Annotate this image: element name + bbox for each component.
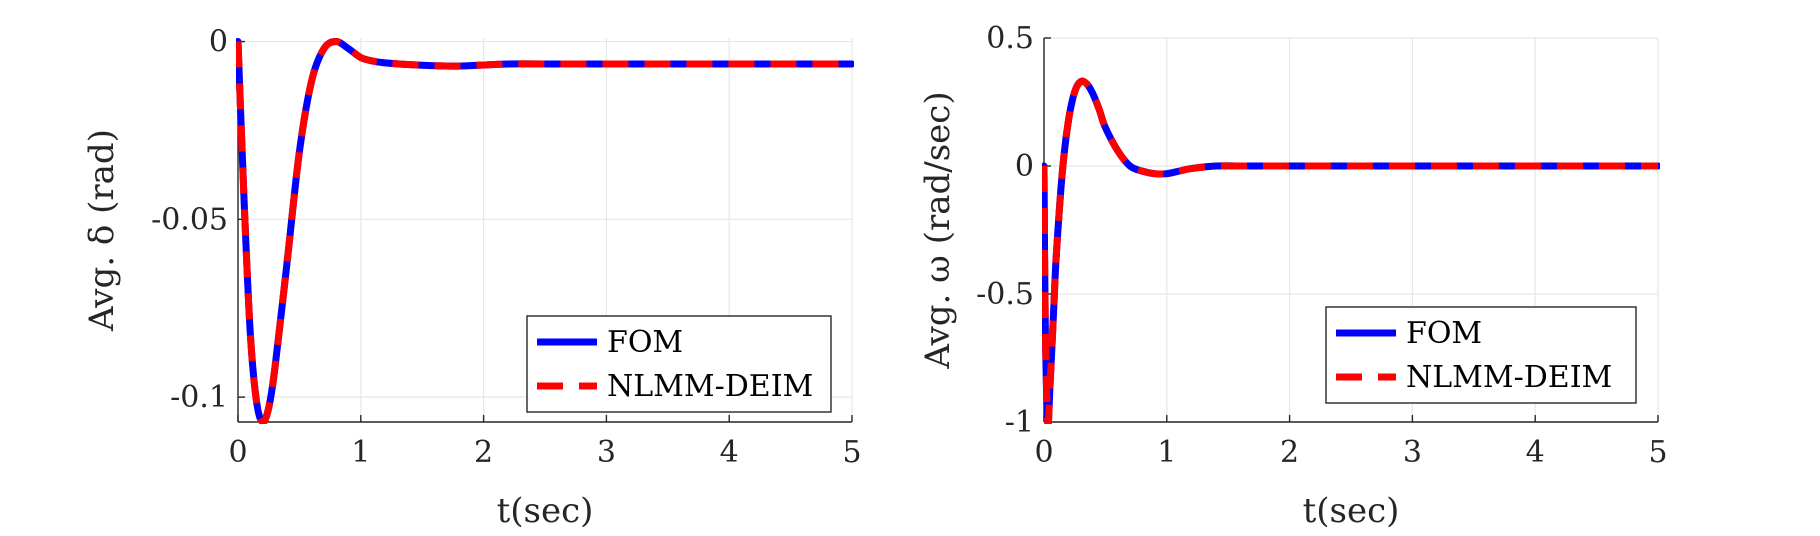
y-tick-label: 0	[1015, 149, 1034, 184]
legend-label: FOM	[1406, 316, 1482, 351]
legend-label: NLMM-DEIM	[607, 369, 813, 404]
x-tick-label: 4	[720, 435, 739, 470]
x-tick-label: 2	[474, 435, 493, 470]
y-tick-label: -1	[1005, 405, 1034, 440]
legend: FOM NLMM-DEIM	[1325, 306, 1637, 404]
x-tick-label: 0	[1034, 435, 1053, 470]
x-tick-label: 2	[1280, 435, 1299, 470]
legend: FOM NLMM-DEIM	[526, 315, 832, 413]
x-tick-label: 1	[1157, 435, 1176, 470]
y-axis-label: Avg. ω (rad/sec)	[918, 91, 958, 369]
y-tick-label: -0.1	[170, 380, 228, 415]
legend-box	[526, 315, 832, 413]
legend-label: FOM	[607, 325, 683, 360]
chart-panel-2: 0 1 2 3 4 5 -1 -0.5 0 0.5 t(sec) Avg. ω (rad/sec) FO…	[918, 21, 1668, 531]
y-tick-label: -0.5	[976, 277, 1034, 312]
series-line-nlmm-deim	[236, 38, 852, 424]
x-tick-label: 5	[1648, 435, 1667, 470]
chart-panel-1: 0 1 2 3 4 5 -0.1 -0.05 0 t(sec) Avg. δ (rad) FOM NLM…	[82, 25, 862, 531]
series-line-nlmm-deim	[1042, 77, 1658, 424]
x-tick-label: 3	[597, 435, 616, 470]
legend-box	[1325, 306, 1637, 404]
x-axis-label: t(sec)	[497, 491, 594, 531]
y-axis-label: Avg. δ (rad)	[82, 129, 122, 332]
charts-root: 0 1 2 3 4 5 -0.1 -0.05 0 t(sec) Avg. δ (rad) FOM NLM…	[82, 21, 1668, 531]
legend-label: NLMM-DEIM	[1406, 360, 1612, 395]
x-tick-label: 0	[228, 435, 247, 470]
y-tick-label: -0.05	[151, 202, 228, 237]
y-tick-label: 0.5	[986, 21, 1034, 56]
x-tick-label: 3	[1403, 435, 1422, 470]
x-axis-label: t(sec)	[1303, 491, 1400, 531]
x-tick-label: 5	[842, 435, 861, 470]
y-tick-label: 0	[209, 25, 228, 60]
x-tick-label: 4	[1526, 435, 1545, 470]
x-tick-label: 1	[351, 435, 370, 470]
